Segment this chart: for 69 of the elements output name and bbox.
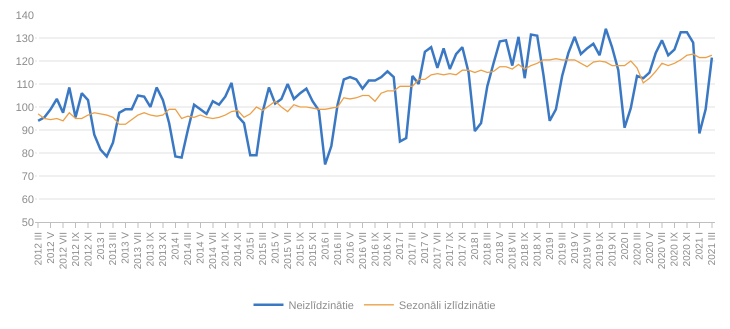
- x-tick-label: 2017 V: [420, 232, 432, 264]
- x-tick-label: 2019 IX: [594, 232, 606, 266]
- x-tick-label: 2016 V: [345, 232, 356, 264]
- x-tick-label: 2012 IX: [70, 232, 82, 266]
- x-tick-label: 2015 I: [245, 232, 256, 260]
- x-tick-label: 2017 I: [395, 232, 406, 260]
- x-tick-label: 2015 V: [270, 232, 282, 264]
- x-tick-label: 2013 IX: [146, 232, 157, 266]
- x-tick-label: 2014 VII: [208, 232, 220, 270]
- x-tick-label: 2012 XI: [83, 232, 94, 266]
- x-tick-label: 2014 III: [183, 232, 194, 266]
- x-tick-label: 2019 XI: [607, 232, 618, 266]
- x-tick-label: 2018 V: [495, 232, 506, 264]
- line-series: [37, 53, 713, 125]
- x-tick-label: 2016 I: [320, 232, 332, 260]
- x-tick-label: 2013 XI: [158, 232, 170, 266]
- x-tick-label: 2014 XI: [233, 232, 244, 266]
- x-tick-label: 2018 XI: [532, 232, 544, 266]
- x-tick-label: 2018 I: [470, 232, 482, 260]
- y-tick-label: 110: [16, 78, 34, 91]
- x-tick-label: 2020 IX: [670, 232, 681, 266]
- x-tick-label: 2016 III: [332, 232, 344, 266]
- x-tick-label: 2014 V: [196, 232, 207, 264]
- x-tick-label: 2015 III: [258, 232, 269, 266]
- x-tick-label: 2018 IX: [520, 232, 531, 266]
- y-tick-label: 100: [16, 102, 34, 114]
- x-tick-label: 2019 VII: [582, 232, 594, 270]
- y-tick-label: 80: [22, 148, 34, 160]
- x-tick-label: 2016 VII: [358, 232, 369, 270]
- x-tick-label: 2017 VII: [432, 232, 444, 270]
- x-tick-label: 2012 V: [46, 232, 57, 264]
- x-tick-label: 2020 I: [620, 232, 631, 260]
- x-tick-label: 2012 III: [33, 232, 44, 266]
- y-tick-label: 140: [16, 10, 34, 22]
- x-tick-label: 2015 VII: [282, 232, 294, 270]
- x-tick-label: 2020 III: [632, 232, 644, 266]
- y-tick-label: 90: [22, 124, 34, 137]
- x-tick-label: 2013 I: [96, 232, 107, 260]
- x-tick-label: 2021 III: [707, 232, 718, 266]
- legend-label: Sezonāli izlīdzinātie: [398, 300, 496, 312]
- y-tick-label: 70: [22, 170, 34, 183]
- x-tick-label: 2020 V: [644, 232, 656, 264]
- x-tick-label: 2017 III: [408, 232, 419, 266]
- x-tick-label: 2018 III: [482, 232, 494, 266]
- x-tick-label: 2017 XI: [458, 232, 469, 266]
- y-tick-label: 130: [16, 32, 34, 45]
- y-tick-label: 50: [22, 216, 34, 229]
- line-series: [36, 28, 714, 166]
- y-tick-label: 60: [22, 194, 34, 206]
- x-tick-label: 2016 IX: [370, 232, 382, 266]
- x-tick-label: 2016 XI: [382, 232, 394, 266]
- legend-label: Neizlīdzinātie: [288, 300, 354, 312]
- x-tick-label: 2021 I: [694, 232, 706, 260]
- x-tick-label: 2019 I: [544, 232, 556, 260]
- x-tick-label: 2018 VII: [508, 232, 518, 270]
- x-tick-label: 2020 XI: [682, 232, 694, 266]
- x-tick-label: 2019 V: [570, 232, 581, 264]
- x-tick-label: 2012 VII: [58, 232, 70, 270]
- x-tick-label: 2013 V: [120, 232, 132, 264]
- x-tick-label: 2015 IX: [295, 232, 306, 266]
- x-tick-label: 2017 IX: [445, 232, 456, 266]
- x-tick-label: 2014 IX: [220, 232, 232, 266]
- x-tick-label: 2015 XI: [308, 232, 319, 266]
- x-tick-label: 2014 I: [170, 232, 182, 260]
- x-tick-label: 2013 III: [108, 232, 120, 266]
- x-tick-label: 2019 III: [557, 232, 568, 266]
- x-tick-label: 2013 VII: [133, 232, 144, 270]
- y-tick-label: 120: [16, 56, 34, 68]
- x-tick-label: 2020 VII: [657, 232, 668, 270]
